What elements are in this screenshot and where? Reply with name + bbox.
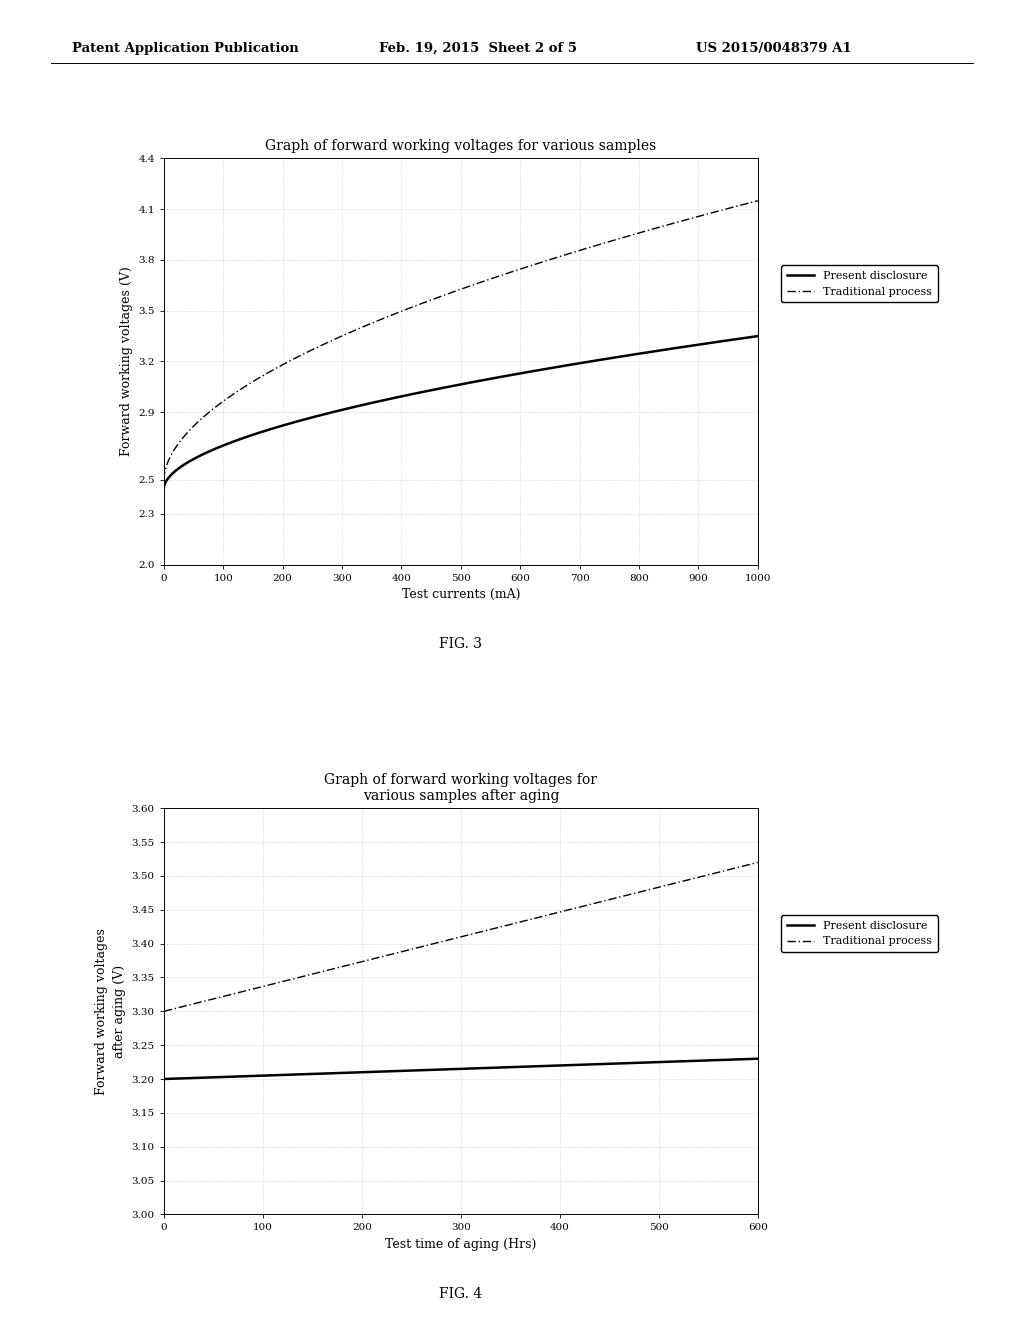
Present disclosure <box>158 1071 170 1086</box>
Present disclosure <box>188 451 201 467</box>
Traditional process <box>357 953 370 969</box>
Legend: Present disclosure, Traditional process: Present disclosure, Traditional process <box>781 915 938 952</box>
Text: Feb. 19, 2015  Sheet 2 of 5: Feb. 19, 2015 Sheet 2 of 5 <box>379 42 577 55</box>
X-axis label: Test time of aging (Hrs): Test time of aging (Hrs) <box>385 1238 537 1251</box>
Traditional process <box>752 854 764 870</box>
Traditional process <box>158 473 170 488</box>
Traditional process <box>752 193 764 209</box>
Traditional process <box>237 983 249 999</box>
Traditional process <box>446 284 459 300</box>
Y-axis label: Forward working voltages (V): Forward working voltages (V) <box>120 267 133 457</box>
Traditional process <box>470 925 482 941</box>
Present disclosure <box>734 331 746 347</box>
Title: Graph of forward working voltages for various samples: Graph of forward working voltages for va… <box>265 139 656 153</box>
Traditional process <box>188 417 201 433</box>
Traditional process <box>158 1003 170 1019</box>
Present disclosure <box>446 378 459 393</box>
Line: Traditional process: Traditional process <box>164 201 758 480</box>
Present disclosure <box>734 330 746 346</box>
Present disclosure <box>237 1068 249 1084</box>
Traditional process <box>258 978 270 994</box>
X-axis label: Test currents (mA): Test currents (mA) <box>401 589 520 601</box>
Title: Graph of forward working voltages for
various samples after aging: Graph of forward working voltages for va… <box>325 772 597 803</box>
Traditional process <box>482 923 495 939</box>
Present disclosure <box>158 480 170 496</box>
Present disclosure <box>431 381 443 397</box>
Line: Present disclosure: Present disclosure <box>164 1059 758 1078</box>
Text: US 2015/0048379 A1: US 2015/0048379 A1 <box>696 42 852 55</box>
Present disclosure <box>752 329 764 345</box>
Text: FIG. 3: FIG. 3 <box>439 638 482 651</box>
Traditional process <box>734 198 746 214</box>
Present disclosure <box>416 1063 428 1078</box>
Present disclosure <box>470 1060 482 1076</box>
Line: Traditional process: Traditional process <box>164 862 758 1011</box>
Traditional process <box>734 197 746 213</box>
Present disclosure <box>258 1068 270 1084</box>
Legend: Present disclosure, Traditional process: Present disclosure, Traditional process <box>781 265 938 302</box>
Traditional process <box>431 290 443 306</box>
Present disclosure <box>752 1051 764 1067</box>
Present disclosure <box>357 1064 370 1080</box>
Y-axis label: Forward working voltages
after aging (V): Forward working voltages after aging (V) <box>95 928 126 1094</box>
Traditional process <box>416 939 428 954</box>
Present disclosure <box>482 1060 495 1076</box>
Line: Present disclosure: Present disclosure <box>164 337 758 488</box>
Text: FIG. 4: FIG. 4 <box>439 1287 482 1302</box>
Text: Patent Application Publication: Patent Application Publication <box>72 42 298 55</box>
Present disclosure <box>626 347 638 363</box>
Traditional process <box>626 227 638 243</box>
